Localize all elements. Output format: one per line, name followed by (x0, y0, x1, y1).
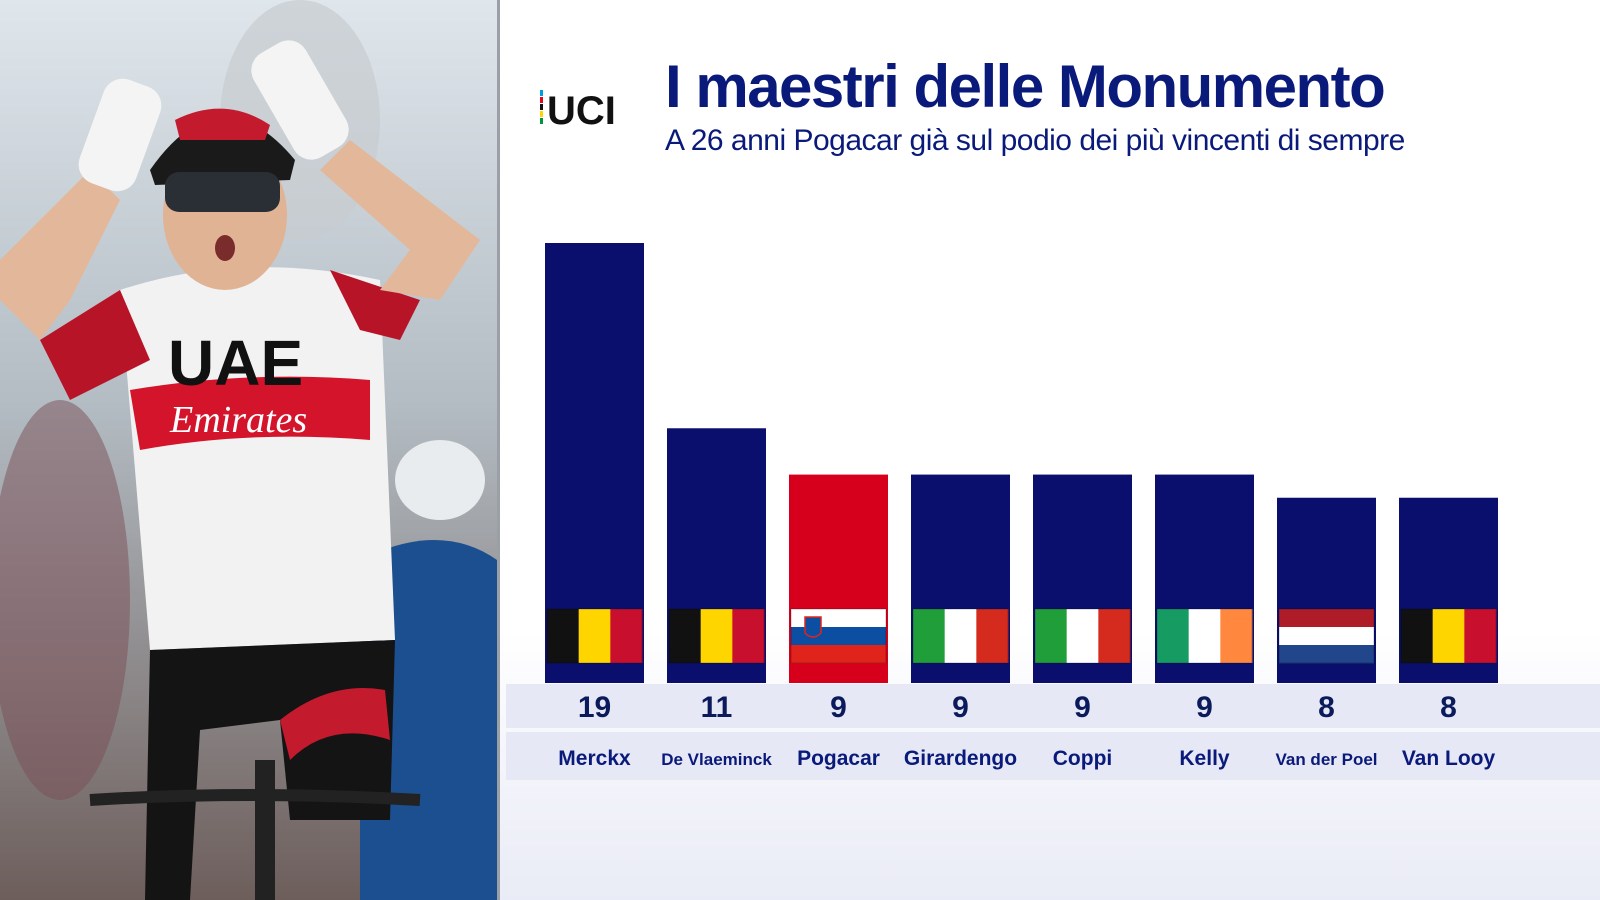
category-label: Girardengo (904, 747, 1017, 770)
category-label: Merckx (558, 747, 631, 770)
flag-slovenia-icon (790, 608, 887, 664)
value-label: 19 (578, 691, 611, 724)
flag-italy-icon (1034, 608, 1131, 664)
value-label: 9 (1074, 691, 1091, 724)
category-label: Kelly (1179, 747, 1230, 770)
category-label: De Vlaeminck (661, 750, 772, 769)
panel-divider (497, 0, 500, 900)
value-label: 9 (1196, 691, 1213, 724)
uci-logo-text: UCI (547, 89, 616, 128)
value-band (506, 684, 1600, 728)
category-label: Van Looy (1402, 747, 1496, 770)
chart-subtitle: A 26 anni Pogacar già sul podio dei più … (665, 124, 1405, 157)
uci-logo: UCI (540, 89, 616, 128)
value-label: 11 (701, 691, 733, 724)
jersey-text-uae: UAE (168, 327, 303, 399)
flag-italy-icon (912, 608, 1009, 664)
value-label: 9 (952, 691, 969, 724)
flag-belgium-icon (1400, 608, 1497, 664)
value-label: 8 (1318, 691, 1335, 724)
flag-netherlands-icon (1278, 608, 1375, 664)
flag-belgium-icon (546, 608, 643, 664)
category-label: Van der Poel (1275, 750, 1377, 769)
label-band (506, 732, 1600, 780)
value-label: 8 (1440, 691, 1457, 724)
flag-ireland-icon (1156, 608, 1253, 664)
flag-belgium-icon (668, 608, 765, 664)
category-label: Pogacar (797, 747, 880, 770)
value-label: 9 (830, 691, 847, 724)
cyclist-photo: UAE Emirates (0, 0, 497, 900)
chart-title: I maestri delle Monumento (665, 53, 1386, 120)
cyclist-illustration: UAE Emirates (0, 0, 497, 900)
category-label: Coppi (1053, 747, 1112, 770)
jersey-text-emirates: Emirates (169, 399, 307, 441)
